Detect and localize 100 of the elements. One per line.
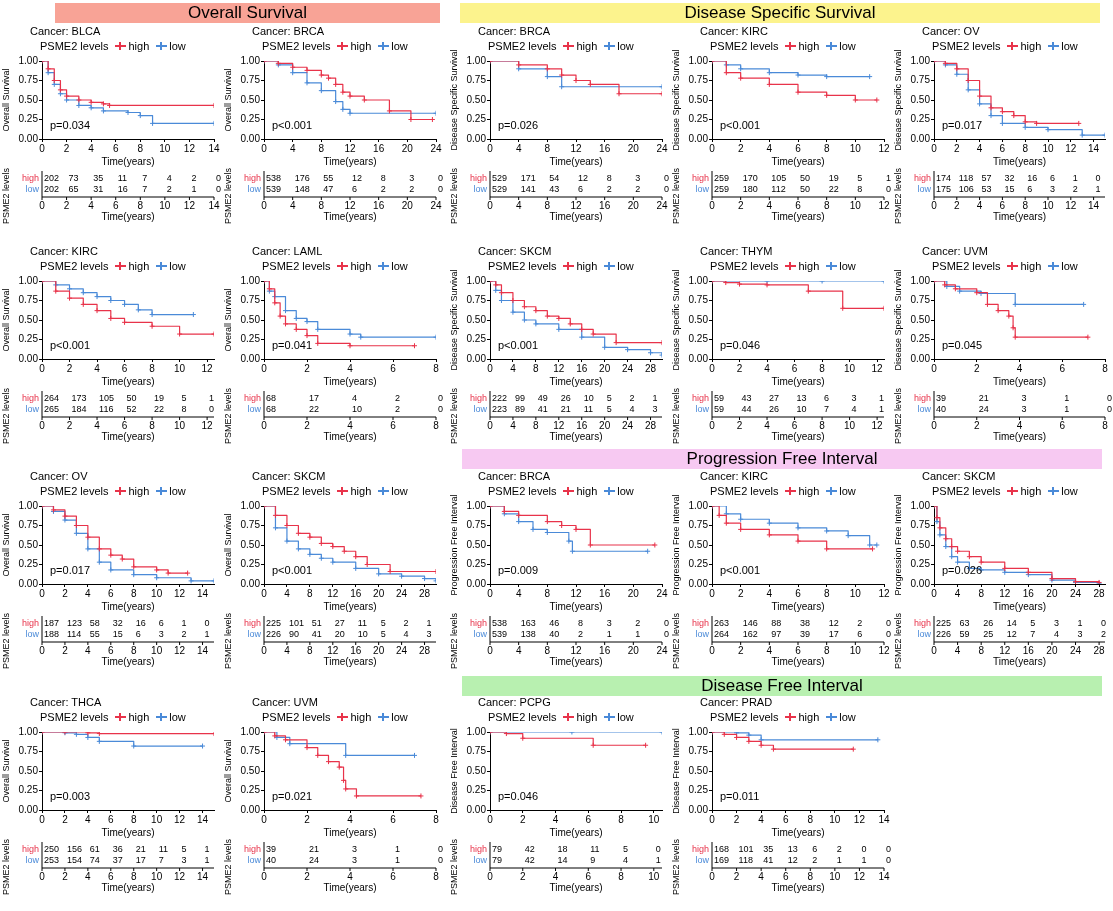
x-tick-label: 12 (344, 142, 356, 154)
x-tick-label: 4 (85, 813, 92, 825)
text: PSME2 levels (671, 838, 681, 896)
x-tick-label: 20 (373, 587, 385, 599)
text: low (917, 184, 931, 195)
x2-tick-label: 12 (570, 644, 582, 656)
x2-tick-label: 12 (878, 199, 890, 211)
text: high (21, 173, 39, 184)
x2-tick-label: 8 (544, 199, 551, 211)
annotation: p=0.017 (942, 119, 983, 131)
legend-title: PSME2 levels (262, 259, 331, 274)
y-tick-label: 0.75 (910, 74, 931, 86)
text: low (247, 404, 261, 415)
x-tick-label: 6 (1059, 362, 1066, 374)
text: PSME2 levels (893, 387, 903, 445)
x2-axis-title: Time(years) (101, 655, 155, 667)
chart-title: Cancer: BLCA (29, 25, 102, 38)
legend-label: low (391, 484, 408, 499)
legend-title: PSME2 levels (932, 484, 1001, 499)
x-tick-label: 12 (174, 587, 186, 599)
y-tick-label: 0.25 (18, 113, 39, 125)
x-tick-label: 12 (878, 587, 890, 599)
x-tick-label: 6 (121, 362, 128, 374)
legend-label: high (576, 259, 598, 274)
text: high (469, 173, 487, 184)
legend-label: high (350, 710, 372, 725)
text: Overall Survival (55, 3, 440, 23)
text: 169 118 41 12 2 1 1 0 (714, 855, 892, 866)
x2-tick-label: 10 (1042, 199, 1054, 211)
x-tick-label: 2 (304, 362, 311, 374)
x2-tick-label: 8 (307, 644, 314, 656)
x-tick-label: 8 (533, 362, 540, 374)
text: 79 42 14 9 4 1 (492, 855, 661, 866)
annotation: p<0.001 (50, 339, 91, 351)
x2-tick-label: 2 (519, 870, 526, 882)
y-tick-label: 0.75 (688, 74, 709, 86)
x-tick-label: 6 (791, 362, 798, 374)
y-tick-label: 0.50 (466, 538, 487, 550)
text: high (243, 618, 261, 629)
x2-tick-label: 8 (819, 419, 826, 431)
y-tick-label: 0.25 (240, 333, 261, 345)
text: high (691, 844, 709, 855)
y-tick-label: 0.00 (910, 352, 931, 364)
y-axis-title: Overall Survival (223, 513, 233, 577)
y-axis-title: Overall Survival (223, 288, 233, 352)
x2-axis-title: Time(years) (771, 210, 825, 222)
x2-tick-label: 28 (1093, 644, 1106, 656)
y-tick-label: 0.00 (688, 577, 709, 589)
legend-label: low (839, 39, 856, 54)
x2-tick-label: 0 (709, 644, 716, 656)
legend-label: low (391, 259, 408, 274)
y-tick-label: 0.50 (18, 93, 39, 105)
legend-title: PSME2 levels (262, 710, 331, 725)
x-axis-title: Time(years) (549, 155, 603, 167)
text: low (473, 404, 487, 415)
x2-tick-label: 24 (396, 644, 408, 656)
x-tick-label: 8 (130, 587, 137, 599)
text: 68 22 10 2 0 (266, 404, 444, 415)
x-axis-title: Time(years) (993, 600, 1046, 612)
x-tick-label: 2 (62, 587, 69, 599)
text: high (913, 393, 931, 404)
x2-tick-label: 4 (85, 870, 92, 882)
y-tick-label: 0.50 (688, 764, 709, 776)
x-axis-title: Time(years) (323, 600, 377, 612)
legend-label: high (350, 484, 372, 499)
y-axis-title: Disease Specific Survival (893, 49, 903, 151)
x-tick-label: 0 (39, 142, 46, 154)
x-tick-label: 14 (1088, 142, 1100, 154)
y-tick-label: 0.00 (910, 577, 931, 589)
x2-tick-label: 10 (648, 870, 660, 882)
x-tick-label: 28 (1093, 587, 1106, 599)
text: PSME2 levels (223, 387, 233, 445)
x2-tick-label: 2 (973, 419, 980, 431)
legend-label: low (169, 710, 186, 725)
legend-label: high (128, 484, 150, 499)
x2-tick-label: 6 (585, 870, 592, 882)
x2-tick-label: 8 (137, 199, 144, 211)
x-tick-label: 12 (183, 142, 196, 154)
text: 539 148 47 6 2 2 0 (266, 184, 444, 195)
x2-tick-label: 4 (766, 644, 773, 656)
x-tick-label: 0 (39, 587, 46, 599)
annotation: p<0.001 (720, 119, 761, 131)
text: 529 171 54 12 8 3 0 (492, 173, 670, 184)
text: 538 176 55 12 8 3 0 (266, 173, 444, 184)
text: high (691, 173, 709, 184)
chart-title: Cancer: THYM (699, 245, 774, 258)
x2-tick-label: 12 (553, 419, 565, 431)
y-tick-label: 0.25 (466, 784, 487, 796)
x-tick-label: 4 (88, 142, 95, 154)
x2-tick-label: 2 (304, 870, 311, 882)
text: 225 101 51 27 11 5 2 1 (266, 618, 432, 629)
text: high (913, 173, 931, 184)
y-axis-title: Progression Free Interval (449, 494, 459, 596)
text: 264 173 105 50 19 5 1 (44, 393, 215, 404)
x2-tick-label: 14 (196, 644, 209, 656)
y-tick-label: 0.00 (466, 132, 487, 144)
annotation: p=0.003 (50, 790, 91, 802)
x-tick-label: 6 (795, 142, 802, 154)
x2-tick-label: 8 (544, 644, 551, 656)
text: 226 59 25 12 7 4 3 2 (936, 629, 1107, 640)
